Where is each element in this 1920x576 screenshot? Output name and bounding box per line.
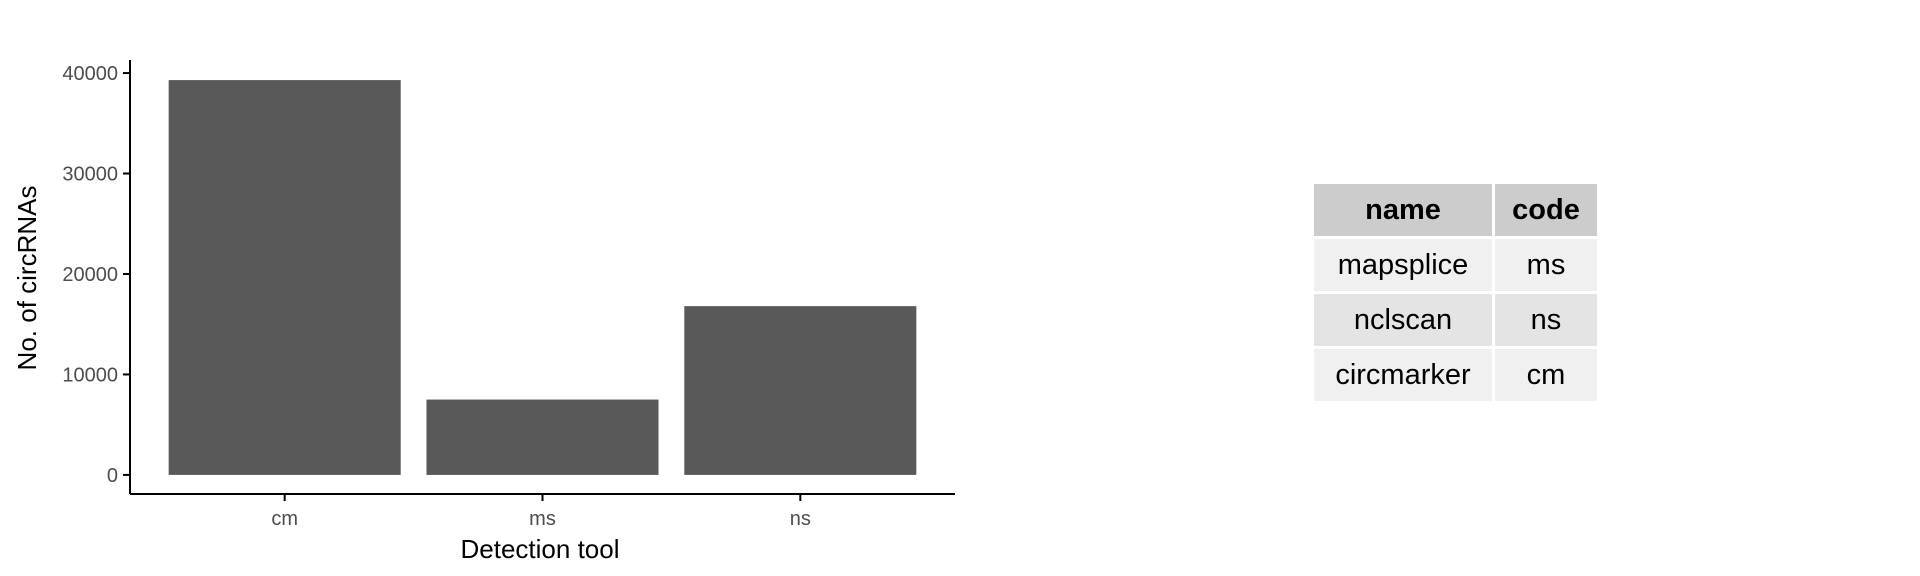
bar-ms <box>426 399 659 475</box>
table-header-row: name code <box>1314 184 1597 236</box>
x-tick-label: ms <box>529 508 556 530</box>
table-header-code: code <box>1495 184 1597 236</box>
y-tick-label: 30000 <box>62 164 118 186</box>
y-ticks-group: 0 10000 20000 30000 40000 <box>62 63 130 487</box>
table-cell-name: circmarker <box>1314 349 1492 401</box>
bar-cm <box>168 80 401 475</box>
y-tick-label: 10000 <box>62 364 118 386</box>
bars-group <box>168 80 917 475</box>
x-tick-label: ns <box>790 508 811 530</box>
table-row: nclscan ns <box>1314 294 1597 346</box>
table-cell-code: ns <box>1495 294 1597 346</box>
table-row: circmarker cm <box>1314 349 1597 401</box>
x-tick-label: cm <box>271 508 298 530</box>
y-tick-label: 40000 <box>62 63 118 85</box>
table-cell-code: ms <box>1495 239 1597 291</box>
y-tick-label: 20000 <box>62 264 118 286</box>
table-cell-name: mapsplice <box>1314 239 1492 291</box>
tool-code-table: name code mapsplice ms nclscan ns circma… <box>1311 181 1600 404</box>
table-cell-name: nclscan <box>1314 294 1492 346</box>
bar-chart: 0 10000 20000 30000 40000 cm ms ns Detection t… <box>12 60 955 564</box>
y-axis-title: No. of circRNAs <box>12 186 42 371</box>
table-row: mapsplice ms <box>1314 239 1597 291</box>
table-cell-code: cm <box>1495 349 1597 401</box>
x-axis-title: Detection tool <box>461 534 620 564</box>
bar-ns <box>684 306 917 475</box>
x-ticks-group: cm ms ns <box>271 494 811 530</box>
y-tick-label: 0 <box>107 465 118 487</box>
table-header-name: name <box>1314 184 1492 236</box>
